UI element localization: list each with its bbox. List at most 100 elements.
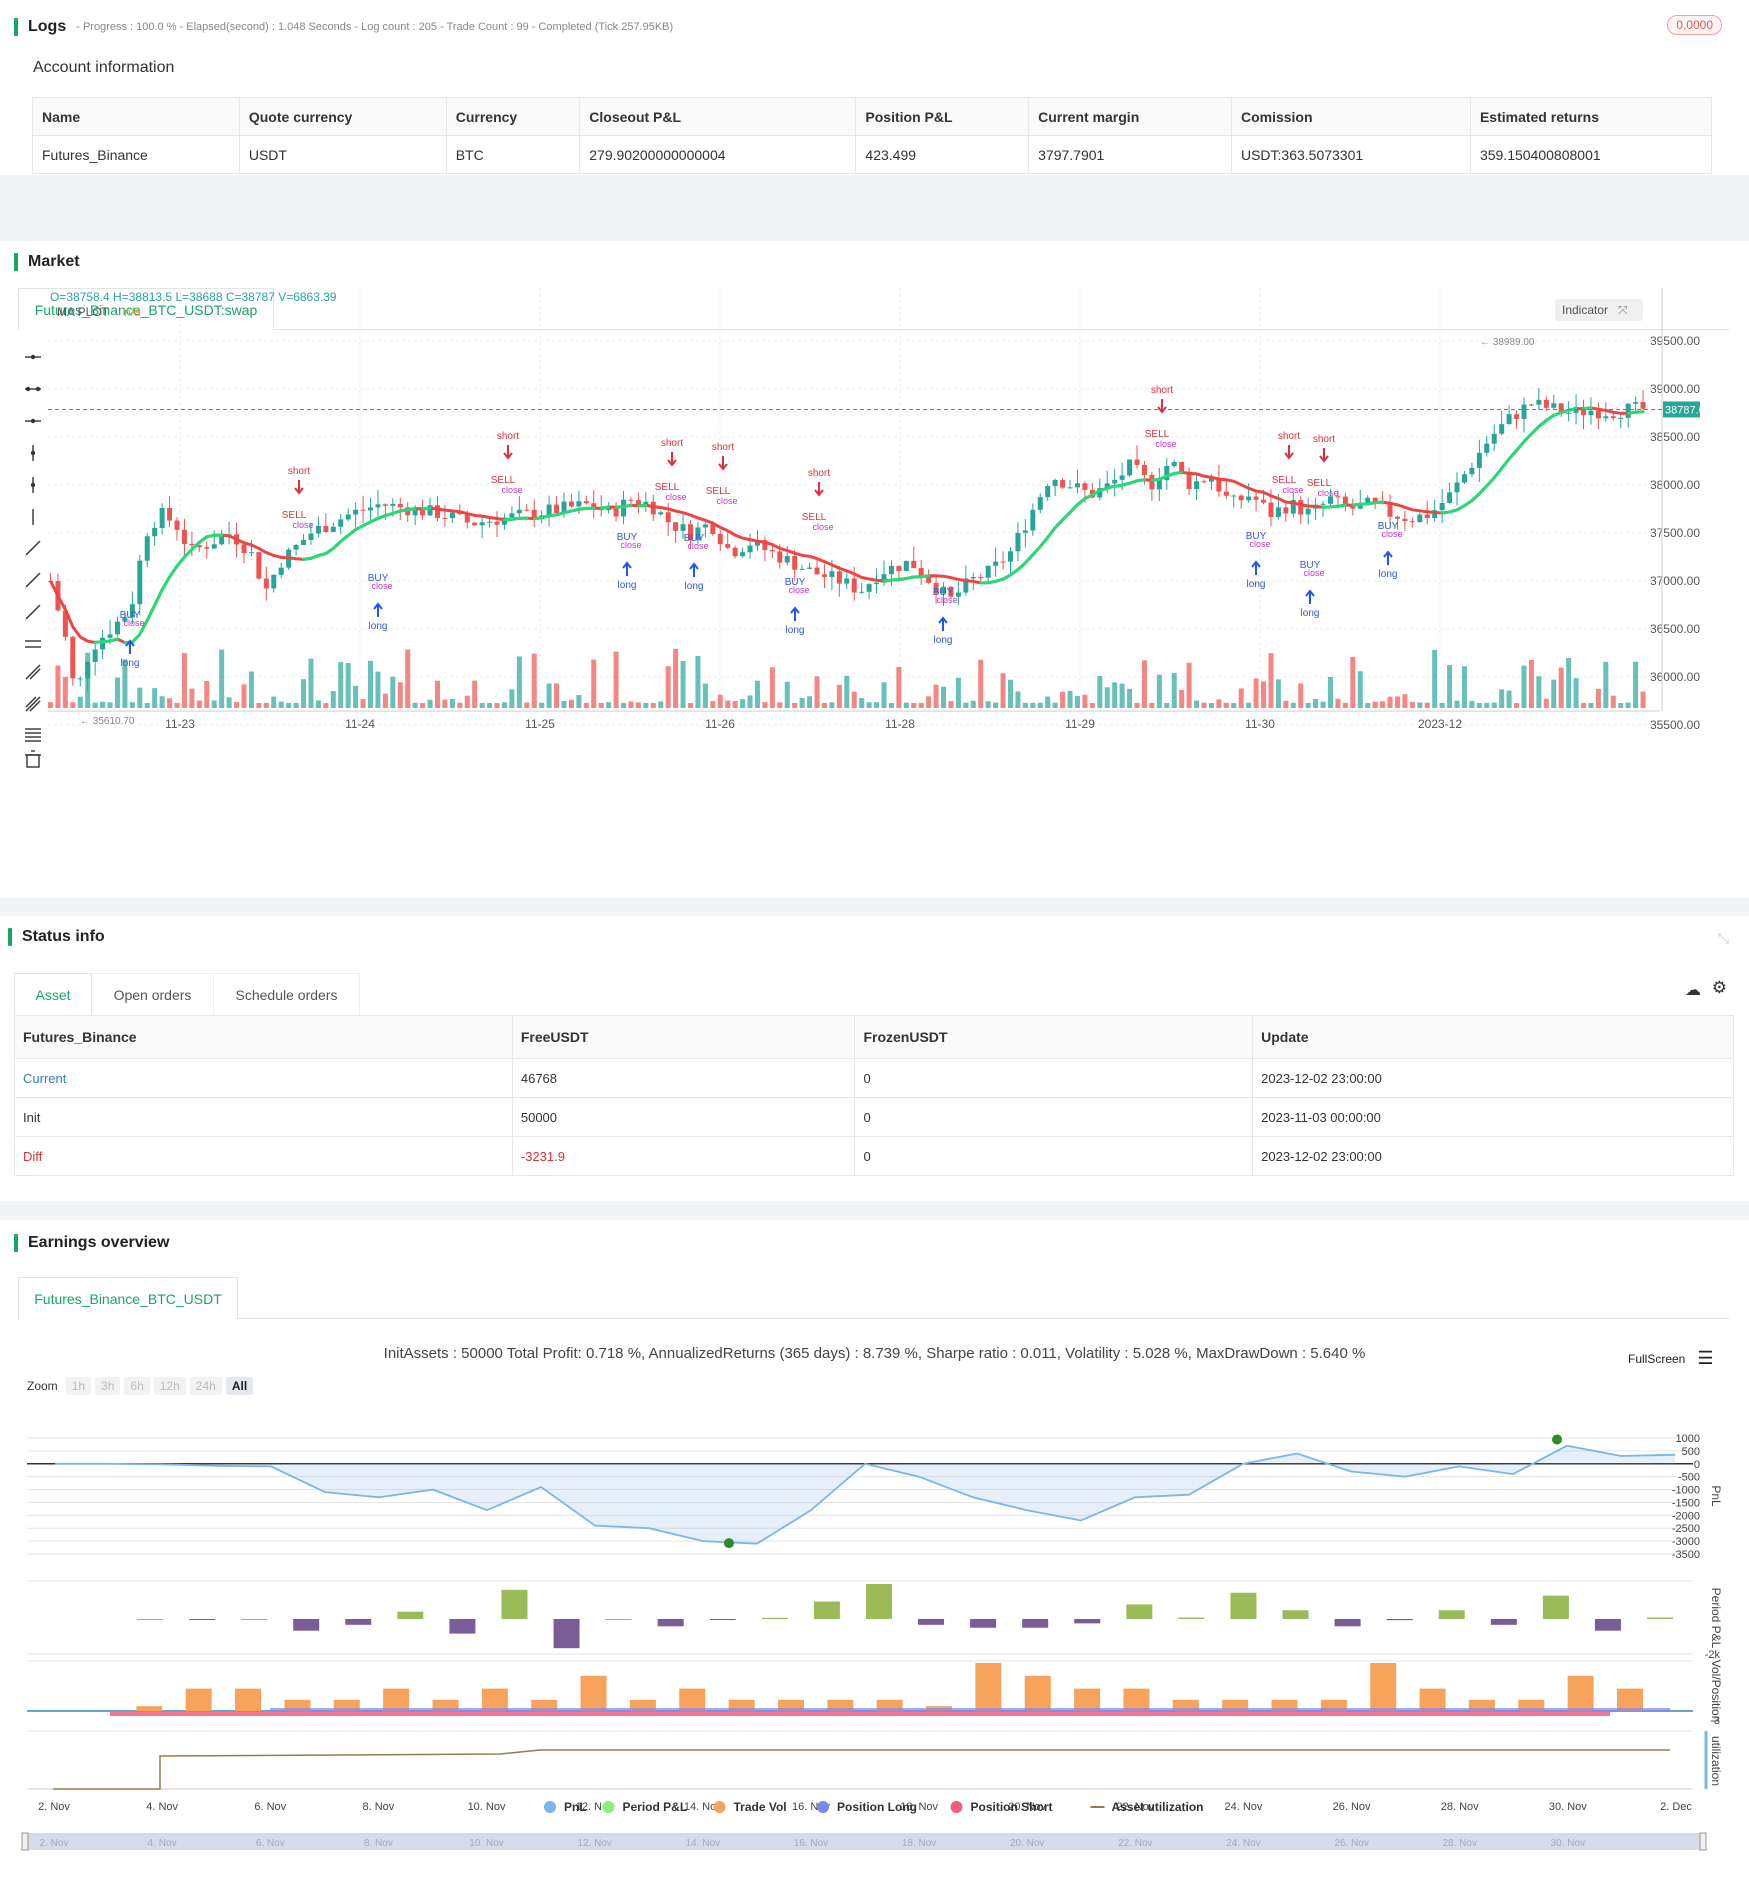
navigator-right-handle [1699,1832,1707,1851]
period-pnl-bar [1438,1610,1465,1619]
candle-body [546,504,552,516]
account-info-title: Account information [33,59,175,76]
fullscreen-button[interactable]: FullScreen ☰ [1628,1348,1714,1369]
volume-bar [1514,702,1520,708]
date-tick-label: 30. Nov [1549,1801,1587,1813]
zoom-button-1h[interactable]: 1h [65,1377,92,1395]
candle-body [1268,502,1274,517]
volume-bar [851,691,857,708]
volume-bar [1328,676,1333,708]
up-arrow-icon [622,561,632,576]
cloud-icon[interactable]: ☁ [1685,982,1701,999]
candle-body [315,525,321,534]
trade-vol-bar [1074,1688,1101,1711]
ma-line-up [1567,407,1578,412]
short-label: short [1313,434,1335,445]
volume-bar [1089,702,1095,708]
candle-body [762,540,768,551]
zoom-button-3h[interactable]: 3h [95,1377,121,1395]
volume-bar [412,702,418,708]
candle-body [1223,491,1229,496]
candle-body [263,578,269,589]
long-label: long [121,658,140,669]
candle-body [1119,475,1125,480]
candle-body [256,552,262,579]
down-arrow-icon [718,456,728,471]
logs-badge: 0.0000 [1667,15,1722,35]
candle-body [1298,500,1304,515]
candle-body [479,522,485,526]
drawing-tools-icons[interactable] [22,349,44,769]
asset-col-header: FrozenUSDT [854,1015,1254,1059]
gear-icon[interactable]: ⚙ [1711,978,1727,997]
volume-bar [1171,673,1177,708]
menu-icon[interactable]: ☰ [1697,1348,1714,1368]
volume-bar [1000,673,1006,708]
buy-label: BUY [1246,531,1267,542]
earnings-title-text: Earnings overview [28,1234,170,1251]
trade-vol-bar [1370,1663,1397,1711]
tab-open-orders[interactable]: Open orders [92,973,214,1015]
volume-bar [375,671,381,708]
asset-cell: -3231.9 [512,1136,856,1176]
close-label: close [1317,488,1338,498]
candle-body [308,533,314,541]
volume-bar [159,696,165,708]
candle-body [970,577,976,579]
earnings-chart[interactable]: 10005000-500-1000-1500-2000-2500-3000-35… [0,1406,1749,1876]
volume-bar [1432,649,1438,708]
volume-bar [1305,702,1311,708]
candle-body [368,507,373,511]
volume-bar [405,649,411,708]
candle-body [442,518,448,520]
ma-line-down [49,406,1644,645]
candle-body [643,501,649,506]
candle-body [568,501,574,507]
volume-bar [167,698,173,708]
volume-bar [1461,666,1467,708]
table-row: Init 50000 0 2023-11-03 00:00:00 [14,1097,1734,1137]
tab-schedule-orders[interactable]: Schedule orders [214,973,360,1015]
volume-bar [1022,702,1028,708]
sell-label: SELL [706,486,731,497]
zoom-button-6h[interactable]: 6h [124,1377,150,1395]
candlestick-chart[interactable]: 39500.00 39000.00 38500.00 38000.00 37500.00… [0,278,1700,898]
collapse-icon[interactable]: ⤡ [1717,930,1729,946]
zoom-button-24h[interactable]: 24h [189,1377,222,1395]
candle-body [911,560,917,569]
navigator-tick-label: 18. Nov [902,1838,936,1849]
trade-vol-bar [629,1699,656,1711]
axis-title: Vol/Position [1709,1660,1723,1723]
candle-body [1335,496,1341,498]
candle-body [1625,403,1631,418]
candle-body [122,617,128,622]
candle-body [1015,532,1021,552]
candle-body [323,525,329,532]
volume-bar [1394,696,1400,708]
trade-vol-bar [333,1699,360,1711]
zoom-button-All[interactable]: All [225,1377,254,1395]
tab-market-symbol[interactable]: Futures_Binance_BTC_USDT:swap [18,288,274,330]
indicator-button[interactable]: Indicator ⤧ [1555,299,1643,321]
candle-body [1387,503,1393,517]
ma-line-up [1373,500,1385,505]
pnl-tick-label: 1000 [1676,1433,1700,1445]
candle-body [1365,497,1371,504]
zoom-button-12h[interactable]: 12h [153,1377,186,1395]
volume-bar [941,686,947,708]
volume-bar [1610,695,1616,708]
candle-body [948,586,954,597]
candle-body [382,504,388,506]
tab-earnings-symbol[interactable]: Futures_Binance_BTC_USDT [18,1277,238,1319]
earnings-panel: Earnings overview Futures_Binance_BTC_US… [0,1220,1749,1898]
candle-body [1238,495,1244,501]
volume-bar [918,702,924,708]
asset-cell[interactable]: Current [14,1058,513,1098]
candle-body [174,520,180,530]
period-pnl-bar [1126,1604,1153,1619]
axis-title: Period P&L [1709,1588,1723,1649]
candle-body [554,504,560,513]
tab-asset[interactable]: Asset [14,973,92,1015]
